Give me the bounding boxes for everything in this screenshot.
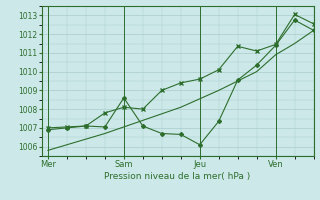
X-axis label: Pression niveau de la mer( hPa ): Pression niveau de la mer( hPa ) [104,172,251,181]
